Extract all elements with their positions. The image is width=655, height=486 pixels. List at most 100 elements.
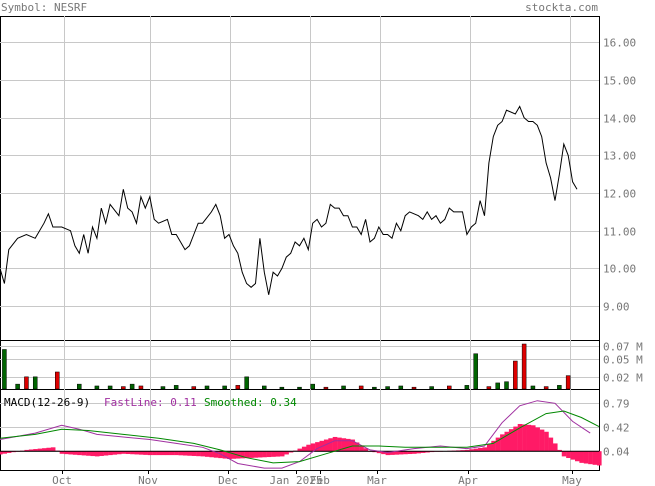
volume-y-tick-label: 0.02 M bbox=[603, 372, 643, 385]
site-label: stockta.com bbox=[525, 1, 598, 14]
macd-histogram-bar bbox=[297, 448, 303, 452]
macd-histogram-bar bbox=[420, 451, 426, 453]
macd-histogram-bar bbox=[182, 451, 188, 456]
macd-histogram-bar bbox=[341, 438, 347, 452]
macd-histogram-bar bbox=[345, 438, 351, 452]
macd-smoothed-label: Smoothed: 0.34 bbox=[204, 396, 297, 409]
macd-histogram-bar bbox=[478, 447, 483, 452]
volume-bar bbox=[129, 383, 135, 390]
macd-histogram-bar bbox=[416, 451, 422, 454]
macd-histogram-bar bbox=[37, 448, 43, 452]
macd-histogram-bar bbox=[513, 426, 518, 452]
macd-histogram-bar bbox=[33, 449, 38, 452]
macd-histogram-bar bbox=[231, 451, 237, 459]
volume-bar bbox=[244, 376, 249, 390]
x-tick-label: Dec bbox=[218, 474, 238, 486]
volume-bar bbox=[94, 385, 100, 390]
volume-bar bbox=[262, 385, 267, 390]
macd-histogram-bar bbox=[500, 434, 505, 452]
macd-y-tick-label: 0.79 bbox=[603, 398, 630, 411]
volume-bar bbox=[385, 386, 390, 390]
macd-fast-line bbox=[0, 400, 591, 469]
macd-histogram-bar bbox=[213, 451, 219, 458]
macd-histogram-bar bbox=[284, 451, 289, 455]
macd-histogram-bar bbox=[116, 451, 122, 455]
price-y-tick-label: 16.00 bbox=[603, 37, 636, 50]
volume-bar bbox=[495, 382, 500, 390]
macd-histogram-bar bbox=[548, 437, 554, 452]
macd-histogram-bar bbox=[310, 443, 316, 452]
price-y-tick-label: 15.00 bbox=[603, 75, 636, 88]
macd-histogram-bar bbox=[522, 424, 527, 452]
volume-bar bbox=[429, 386, 434, 390]
volume-bar bbox=[486, 386, 492, 390]
macd-histogram-bar bbox=[222, 451, 228, 459]
macd-histogram-bar bbox=[46, 447, 52, 452]
price-y-tick-label: 13.00 bbox=[603, 150, 636, 163]
volume-panel: 0.02 M 0.05 M0.07 M bbox=[0, 340, 643, 390]
macd-y-tick-label: 0.42 bbox=[603, 422, 630, 435]
volume-bar bbox=[557, 385, 562, 390]
macd-histogram-bar bbox=[271, 451, 276, 457]
macd-histogram-bar bbox=[191, 451, 197, 456]
macd-histogram-bar bbox=[570, 451, 576, 460]
volume-bar bbox=[543, 386, 549, 390]
macd-histogram-bar bbox=[108, 451, 113, 456]
macd-histogram-bar bbox=[134, 451, 140, 455]
macd-histogram-bar bbox=[147, 451, 153, 456]
macd-histogram-bar bbox=[64, 451, 69, 455]
volume-bar bbox=[77, 383, 82, 390]
volume-bar bbox=[204, 385, 210, 390]
volume-bar bbox=[310, 383, 315, 390]
macd-histogram-bar bbox=[412, 451, 417, 454]
price-y-tick-label: 12.00 bbox=[603, 188, 636, 201]
macd-histogram-bar bbox=[112, 451, 118, 455]
volume-bar bbox=[504, 381, 509, 390]
volume-y-tick-label: 0.07 M bbox=[603, 341, 643, 354]
macd-histogram-bar bbox=[398, 451, 404, 455]
volume-bar bbox=[191, 386, 197, 390]
macd-histogram-bar bbox=[526, 424, 532, 452]
macd-histogram-bar bbox=[504, 431, 510, 452]
macd-histogram-bar bbox=[200, 451, 206, 457]
volume-bar bbox=[15, 383, 20, 390]
macd-histogram-bar bbox=[394, 451, 399, 455]
macd-histogram-bar bbox=[460, 450, 466, 452]
macd-histogram-bar bbox=[205, 451, 210, 457]
macd-histogram-bar bbox=[165, 451, 170, 456]
volume-bar bbox=[297, 386, 302, 390]
macd-histogram-bar bbox=[376, 451, 382, 454]
price-y-tick-label: 14.00 bbox=[603, 113, 636, 126]
macd-histogram-bar bbox=[68, 451, 74, 455]
macd-histogram-bar bbox=[227, 451, 232, 459]
macd-histogram-bar bbox=[6, 451, 12, 453]
macd-histogram-bar bbox=[359, 445, 364, 452]
price-y-tick-label: 11.00 bbox=[603, 226, 636, 239]
symbol-label: Symbol: NESRF bbox=[1, 1, 87, 14]
macd-histogram-bar bbox=[552, 443, 558, 452]
volume-bar bbox=[530, 385, 536, 390]
macd-histogram-bar bbox=[244, 451, 250, 459]
x-tick-label: Nov bbox=[138, 474, 158, 486]
macd-histogram-bar bbox=[138, 451, 144, 455]
price-y-tick-label: 9.00 bbox=[603, 301, 630, 314]
macd-histogram-bar bbox=[42, 448, 47, 452]
macd-histogram-bar bbox=[94, 451, 100, 457]
volume-bar bbox=[398, 385, 404, 390]
panel-frame bbox=[0, 389, 600, 471]
volume-bar bbox=[447, 385, 452, 390]
macd-smoothed-line bbox=[0, 410, 600, 464]
macd-histogram-bar bbox=[257, 451, 263, 458]
macd-histogram-bar bbox=[279, 451, 285, 457]
macd-histogram-bar bbox=[389, 451, 395, 455]
macd-histogram-bar bbox=[530, 425, 536, 452]
macd-histogram-bar bbox=[588, 451, 593, 465]
macd-histogram-bar bbox=[363, 448, 369, 452]
volume-bar bbox=[464, 385, 470, 390]
volume-bar bbox=[411, 386, 417, 390]
volume-bar bbox=[372, 386, 377, 390]
volume-bar bbox=[222, 385, 227, 390]
macd-histogram-bar bbox=[407, 451, 413, 455]
